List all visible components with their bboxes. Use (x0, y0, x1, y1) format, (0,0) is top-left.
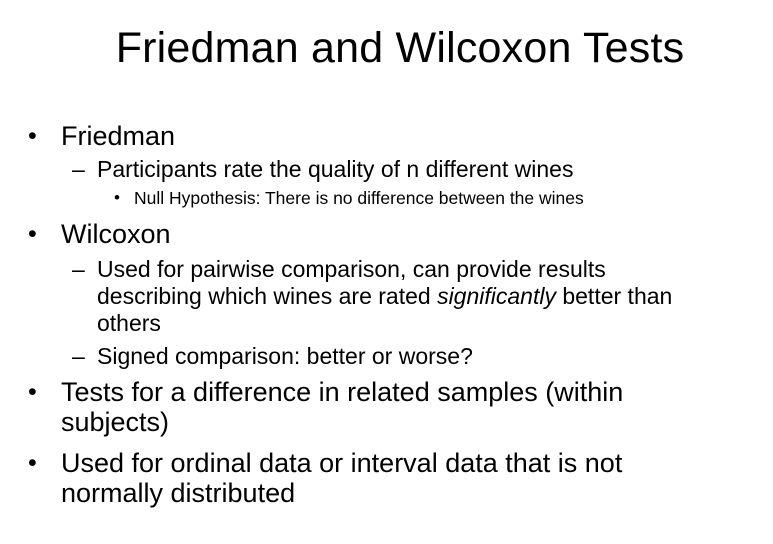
bullet-icon: • (28, 220, 37, 248)
text-line: Used for pairwise comparison, can provid… (97, 256, 606, 282)
dash-icon: – (72, 256, 85, 282)
dash-icon: – (72, 156, 85, 182)
slide-title: Friedman and Wilcoxon Tests (115, 24, 685, 72)
bullet-text: Friedman (61, 121, 176, 151)
sub-sub-bullet-text: Null Hypothesis: There is no difference … (134, 188, 584, 208)
emphasis-text: significantly (437, 283, 556, 309)
text-line: normally distributed (61, 478, 296, 508)
text-run: better than (555, 283, 673, 309)
bullet-icon: • (28, 378, 37, 406)
text-line: Tests for a difference in related sample… (61, 377, 624, 407)
bullet-icon: • (114, 188, 120, 207)
dash-icon: – (72, 343, 85, 369)
sub-bullet-text: Signed comparison: better or worse? (97, 343, 473, 369)
text-line: others (97, 310, 161, 336)
bullet-icon: • (28, 122, 37, 150)
text-line: Used for ordinal data or interval data t… (61, 448, 623, 478)
bullet-text: Wilcoxon (61, 219, 171, 249)
sub-bullet-text: Participants rate the quality of n diffe… (97, 156, 574, 182)
sub-bullet-text: Used for pairwise comparison, can provid… (97, 256, 672, 337)
text-run: describing which wines are rated (97, 283, 438, 309)
bullet-text: Tests for a difference in related sample… (61, 377, 623, 437)
bullet-text: Used for ordinal data or interval data t… (61, 448, 622, 508)
text-line: subjects) (61, 407, 170, 437)
bullet-icon: • (28, 449, 37, 477)
text-line: describing which wines are rated signifi… (97, 283, 672, 310)
